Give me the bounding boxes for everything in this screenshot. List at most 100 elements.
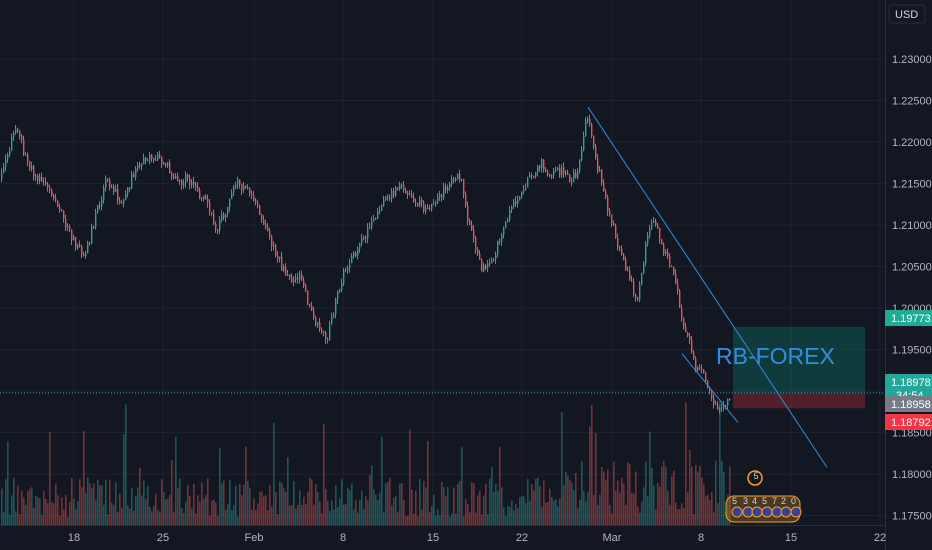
volume-bar — [91, 487, 93, 525]
candle-body — [1, 173, 3, 180]
volume-bar — [135, 495, 137, 525]
volume-bar — [643, 487, 645, 525]
volume-bar — [705, 496, 707, 525]
volume-bar — [57, 495, 59, 525]
volume-bar — [441, 481, 443, 525]
volume-bar — [175, 436, 177, 525]
candle-body — [57, 200, 59, 208]
volume-bar — [273, 422, 275, 525]
volume-bar — [489, 478, 491, 525]
volume-bar — [233, 504, 235, 525]
volume-bar — [99, 485, 101, 525]
volume-bar — [729, 466, 731, 525]
candle-body — [363, 236, 365, 239]
candle-body — [419, 199, 421, 206]
event-flag-icon[interactable] — [731, 506, 743, 518]
event-flag-icon[interactable] — [780, 506, 792, 518]
volume-bar — [37, 496, 39, 525]
volume-bar — [641, 501, 643, 525]
candle-body — [557, 167, 559, 171]
volume-bar — [715, 460, 717, 525]
volume-bar — [475, 512, 477, 525]
event-flag-icon[interactable] — [790, 506, 802, 518]
volume-bar — [585, 500, 587, 525]
volume-bar — [205, 495, 207, 525]
volume-bar — [473, 483, 475, 525]
candle-body — [565, 172, 567, 174]
trendline[interactable] — [587, 106, 828, 468]
volume-bar — [455, 513, 457, 525]
volume-bar — [113, 505, 115, 525]
candle-body — [723, 405, 725, 408]
candle-body — [581, 150, 583, 160]
volume-bar — [561, 412, 563, 525]
volume-bar — [697, 471, 699, 525]
candle-body — [497, 240, 499, 255]
time-axis[interactable]: 18 25 Feb 8 15 22 Mar 8 15 22 — [0, 525, 886, 545]
candle-body — [727, 399, 729, 406]
volume-bar — [53, 503, 55, 525]
volume-bar — [79, 479, 81, 525]
candle-body — [361, 238, 363, 244]
volume-bar — [415, 490, 417, 525]
candle-body — [203, 195, 205, 200]
volume-bar — [529, 500, 531, 525]
volume-bar — [691, 466, 693, 525]
currency-button[interactable]: USD — [888, 4, 926, 24]
candle-body — [451, 178, 453, 184]
volume-bar — [635, 471, 637, 525]
long-position-tool[interactable] — [733, 326, 865, 409]
candle-body — [295, 277, 297, 280]
candle-body — [499, 240, 501, 242]
candle-body — [9, 150, 11, 155]
volume-bar — [495, 483, 497, 525]
time-tick-label: 15 — [785, 532, 797, 544]
candle-body — [681, 307, 683, 319]
volume-bar — [315, 484, 317, 525]
candle-body — [701, 368, 703, 370]
trendline[interactable] — [681, 353, 739, 423]
event-flag-icon[interactable] — [761, 506, 773, 518]
volume-bar — [609, 504, 611, 525]
price-axis[interactable]: 1.23000 1.22500 1.22000 1.21500 1.21000 1.205… — [885, 0, 932, 550]
volume-bar — [19, 514, 21, 525]
candle-body — [23, 139, 25, 155]
candle-body — [517, 199, 519, 204]
candle-body — [255, 200, 257, 203]
candle-body — [125, 193, 127, 201]
volume-bar — [137, 487, 139, 525]
volume-bar — [241, 495, 243, 525]
candle-body — [93, 226, 95, 228]
candle-body — [433, 203, 435, 205]
volume-bar — [569, 479, 571, 525]
candle-body — [423, 202, 425, 212]
candle-body — [631, 280, 633, 282]
volume-bar — [197, 495, 199, 525]
volume-bar — [459, 480, 461, 525]
candle-body — [585, 120, 587, 136]
volume-bar — [67, 516, 69, 525]
target-zone[interactable] — [733, 326, 865, 393]
event-flag-icon[interactable] — [751, 506, 763, 518]
event-markers[interactable]: 55 3 4 5 7 2 0 — [725, 470, 802, 523]
volume-bar — [403, 499, 405, 525]
candle-body — [269, 231, 271, 237]
candle-body — [17, 129, 19, 131]
volume-bar — [645, 461, 647, 525]
event-marker[interactable] — [747, 470, 763, 486]
candle-body — [65, 218, 67, 228]
trendlines[interactable] — [587, 106, 828, 468]
volume-bar — [503, 507, 505, 525]
price-tag — [885, 414, 932, 430]
volume-bar — [491, 467, 493, 525]
volume-bar — [339, 498, 341, 525]
candle-body — [487, 263, 489, 268]
candle-body — [579, 159, 581, 172]
candle-body — [307, 290, 309, 305]
stop-zone[interactable] — [733, 392, 865, 409]
candle-body — [157, 154, 159, 161]
candle-body — [39, 176, 41, 181]
candle-body — [481, 259, 483, 272]
volume-bar — [397, 512, 399, 525]
